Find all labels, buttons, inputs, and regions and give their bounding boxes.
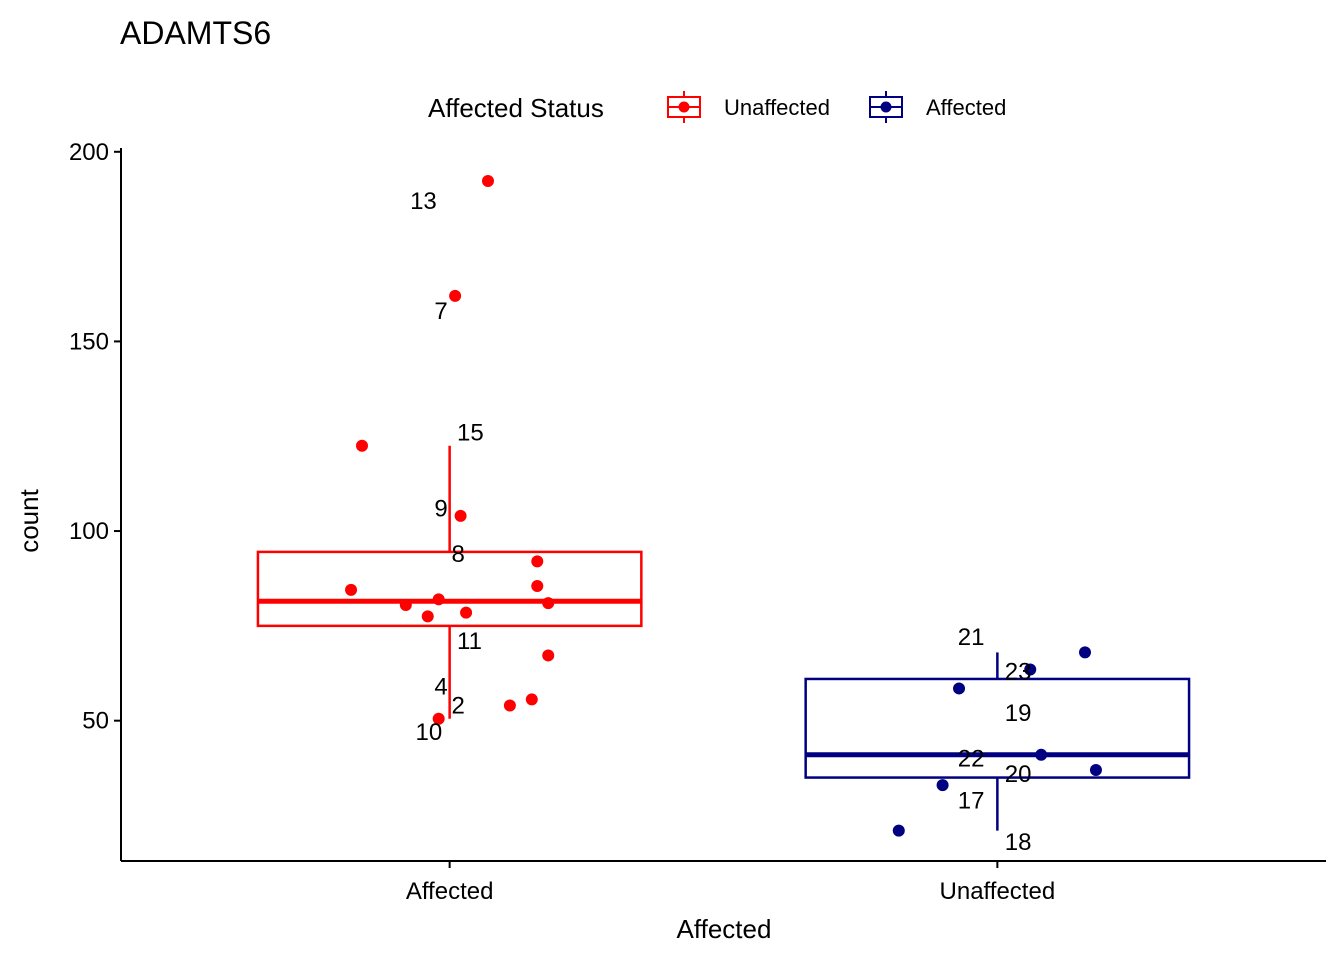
point-label: 4 — [434, 674, 447, 701]
data-point — [345, 583, 358, 596]
point-label: 17 — [958, 787, 985, 814]
point-label: 8 — [452, 541, 465, 568]
y-tick-label: 100 — [69, 518, 109, 545]
plot-area: 13 7 15 98 11 42 10 21 23 19 22 20 17 18 — [256, 174, 1191, 856]
x-axis-title: Affected — [677, 914, 772, 944]
data-point — [542, 597, 555, 610]
point-label: 23 — [1005, 658, 1032, 685]
x-tick-label: Unaffected — [940, 878, 1056, 905]
point-label: 22 — [958, 746, 985, 773]
box — [256, 550, 643, 628]
point-label: 20 — [1005, 761, 1032, 788]
y-tick-label: 150 — [69, 328, 109, 355]
data-point — [1035, 748, 1048, 761]
point-label: 9 — [434, 495, 447, 522]
data-point — [1089, 763, 1102, 776]
box-group-unaffected: 21 23 19 22 20 17 18 — [804, 624, 1191, 856]
data-point — [1079, 646, 1091, 659]
box — [804, 677, 1191, 779]
point-label: 11 — [457, 628, 482, 655]
data-point — [531, 580, 544, 593]
data-point — [449, 289, 462, 302]
data-point — [399, 599, 412, 612]
data-point — [356, 439, 368, 452]
data-point — [892, 824, 905, 837]
point-label: 2 — [452, 693, 465, 720]
data-point — [432, 712, 445, 725]
x-tick-label: Affected — [406, 878, 494, 905]
point-label: 19 — [1005, 700, 1032, 727]
point-label: 18 — [1005, 829, 1032, 856]
legend-entry-label: Affected — [926, 95, 1006, 120]
data-point — [525, 693, 538, 706]
data-point — [432, 593, 445, 606]
y-tick-label: 50 — [82, 708, 109, 735]
point-label: 15 — [457, 419, 484, 446]
point-label: 13 — [410, 188, 437, 215]
y-axis: 50 100 150 200 — [69, 139, 122, 861]
box-group-affected: 13 7 15 98 11 42 10 — [256, 174, 643, 746]
point-label: 7 — [434, 298, 447, 325]
legend-entry-label: Unaffected — [724, 95, 830, 120]
legend-title: Affected Status — [428, 93, 604, 123]
data-point — [454, 509, 467, 522]
data-point — [542, 649, 555, 662]
legend-key-point — [678, 101, 690, 113]
point-label: 21 — [958, 624, 985, 651]
point-label: 10 — [416, 719, 443, 746]
legend-entry-affected: Affected — [869, 91, 1006, 123]
legend-entry-unaffected: Unaffected — [667, 91, 830, 123]
y-axis-title: count — [14, 488, 44, 552]
data-point — [1024, 663, 1037, 676]
data-point — [953, 682, 966, 695]
data-point — [936, 779, 949, 792]
x-axis: Affected Unaffected — [121, 860, 1326, 905]
data-point — [481, 174, 494, 187]
y-tick-label: 200 — [69, 139, 109, 166]
data-point — [531, 555, 544, 568]
legend: Affected Status Unaffected Affected — [428, 91, 1006, 123]
data-point — [421, 610, 434, 623]
chart-title: ADAMTS6 — [120, 15, 271, 51]
data-point — [503, 699, 516, 712]
legend-key-point — [880, 101, 892, 113]
data-point — [460, 606, 473, 619]
